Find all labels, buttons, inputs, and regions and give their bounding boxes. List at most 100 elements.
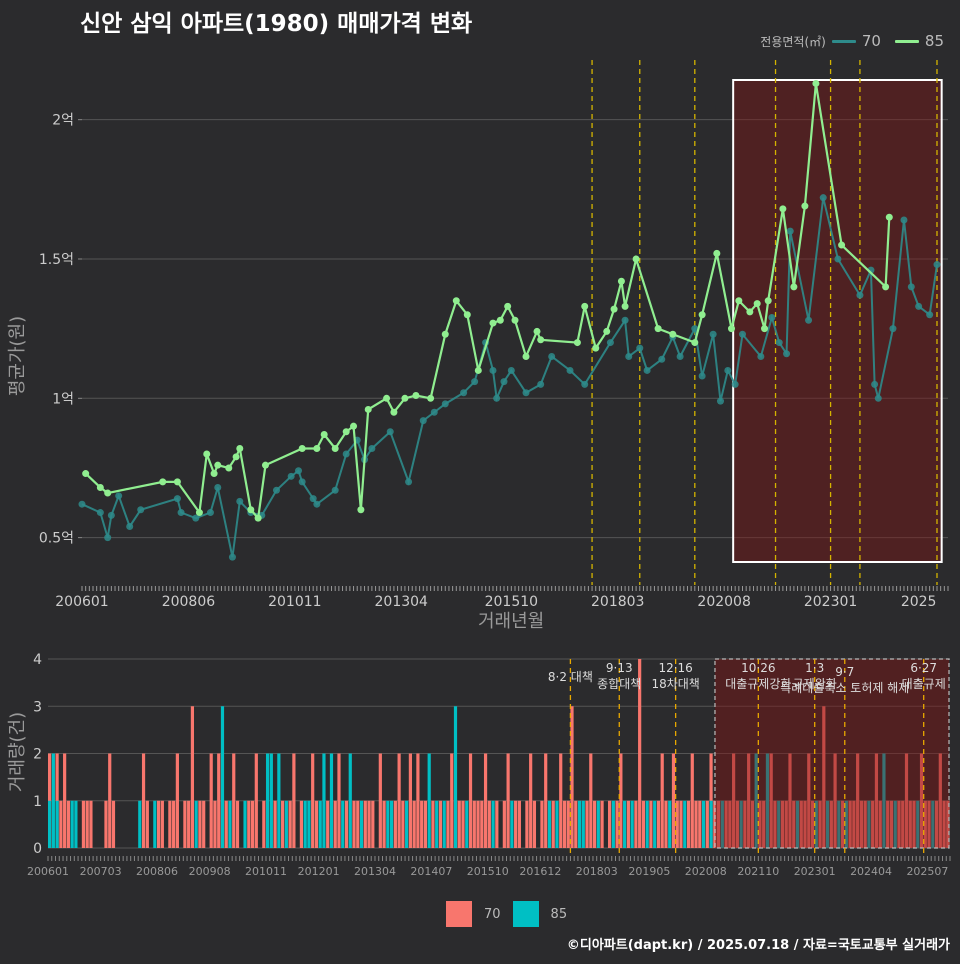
volume-x-tick-label-3: 200908 xyxy=(189,865,231,878)
volume-bar-85-179 xyxy=(720,800,724,848)
legend-box-70 xyxy=(446,901,472,927)
volume-policy-label-3-1: 대출규제강화 xyxy=(725,677,791,691)
volume-bar-70-25 xyxy=(141,753,146,848)
volume-bar-85-73 xyxy=(322,753,326,848)
legend-top: 전용면적(㎡) 70 85 xyxy=(760,32,952,50)
volume-bar-70-180 xyxy=(724,800,728,848)
volume-bar-85-72 xyxy=(318,800,322,848)
volume-bar-85-210 xyxy=(837,800,841,848)
volume-bar-70-113 xyxy=(472,800,476,848)
volume-bar-70-43 xyxy=(209,753,213,848)
volume-bar-85-135 xyxy=(555,800,559,848)
price-point-70-47 xyxy=(636,344,644,352)
volume-bar-70-26 xyxy=(145,800,149,848)
volume-bar-70-147 xyxy=(600,800,604,848)
volume-bar-70-9 xyxy=(81,800,86,848)
volume-bar-70-209 xyxy=(833,753,837,848)
price-y-tick-label-3: 2억 xyxy=(52,113,74,129)
volume-bar-85-161 xyxy=(653,800,657,848)
price-point-85-31 xyxy=(474,366,482,374)
volume-bar-70-149 xyxy=(607,800,612,848)
volume-policy-label-2-0: 12·16 xyxy=(658,661,692,675)
volume-bar-70-154 xyxy=(626,800,630,848)
volume-bar-85-83 xyxy=(359,800,364,848)
volume-bar-70-127 xyxy=(525,800,529,848)
volume-bar-70-53 xyxy=(247,800,251,848)
volume-bar-85-123 xyxy=(510,800,514,848)
price-point-70-67 xyxy=(856,291,864,299)
price-point-85-58 xyxy=(779,205,787,213)
volume-bar-70-57 xyxy=(262,800,266,848)
volume-bar-70-195 xyxy=(780,800,785,848)
price-point-70-19 xyxy=(298,478,306,486)
y-axis-title-volume: 거래량(건) xyxy=(7,711,28,793)
volume-bar-85-2 xyxy=(55,800,59,848)
price-point-85-45 xyxy=(621,302,629,310)
volume-bar-70-104 xyxy=(438,800,443,848)
volume-bar-70-65 xyxy=(292,753,296,848)
volume-bar-70-233 xyxy=(923,800,927,848)
price-point-85-5 xyxy=(195,509,203,517)
volume-bar-85-141 xyxy=(577,800,582,848)
volume-x-tick-label-7: 201407 xyxy=(410,865,452,878)
volume-bar-70-205 xyxy=(818,800,822,848)
volume-y-tick-label-4: 4 xyxy=(33,652,42,668)
price-point-85-38 xyxy=(537,336,545,344)
price-point-70-75 xyxy=(926,311,934,319)
volume-bar-70-185 xyxy=(743,800,747,848)
volume-bar-85-146 xyxy=(596,800,600,848)
price-point-70-5 xyxy=(126,522,134,530)
volume-bar-70-143 xyxy=(585,800,589,848)
volume-x-tick-label-8: 201510 xyxy=(467,865,509,878)
volume-bar-70-77 xyxy=(337,753,341,848)
volume-bar-70-238 xyxy=(942,800,946,848)
volume-bar-70-122 xyxy=(506,753,510,848)
price-point-85-64 xyxy=(885,213,893,221)
volume-bar-70-11 xyxy=(89,800,93,848)
volume-bar-70-81 xyxy=(352,800,356,848)
volume-bar-85-101 xyxy=(427,753,431,848)
volume-bar-85-111 xyxy=(465,800,469,848)
price-y-tick-label-0: 0.5억 xyxy=(39,531,74,547)
volume-bar-85-48 xyxy=(228,800,232,848)
volume-bar-70-213 xyxy=(848,800,852,848)
price-point-70-32 xyxy=(460,389,468,397)
volume-policy-label-4-0: 1·3 xyxy=(805,661,824,675)
volume-bar-70-55 xyxy=(254,753,258,848)
volume-bar-85-150 xyxy=(611,800,615,848)
volume-bar-70-144 xyxy=(589,753,593,848)
volume-bar-70-224 xyxy=(889,800,894,848)
price-point-85-22 xyxy=(364,405,372,413)
volume-bar-70-203 xyxy=(810,800,815,848)
volume-bar-70-183 xyxy=(735,800,739,848)
volume-bar-70-93 xyxy=(397,753,401,848)
price-point-70-9 xyxy=(192,514,200,522)
volume-bar-85-204 xyxy=(814,800,818,848)
volume-bar-85-218 xyxy=(867,800,871,848)
volume-policy-label-3-0: 10·26 xyxy=(741,661,775,675)
price-point-70-46 xyxy=(625,353,633,361)
volume-bar-85-184 xyxy=(739,800,743,848)
volume-bar-85-212 xyxy=(844,800,848,848)
price-y-tick-label-2: 1.5억 xyxy=(39,252,74,268)
volume-bar-70-208 xyxy=(829,800,833,848)
volume-bar-70-74 xyxy=(326,800,330,848)
price-point-70-58 xyxy=(739,330,747,338)
price-x-tick-label-7: 202301 xyxy=(804,594,857,610)
price-point-85-37 xyxy=(533,327,541,335)
price-point-85-44 xyxy=(617,277,625,285)
price-point-70-63 xyxy=(786,227,794,235)
volume-bar-85-59 xyxy=(269,753,273,848)
volume-bar-85-222 xyxy=(882,753,886,848)
price-point-70-76 xyxy=(933,261,941,269)
volume-bar-85-24 xyxy=(138,800,142,848)
legend-swatch-70 xyxy=(831,39,856,43)
volume-bar-85-188 xyxy=(754,753,758,848)
volume-x-tick-label-14: 202301 xyxy=(794,865,836,878)
volume-bar-85-207 xyxy=(825,800,830,848)
price-point-85-12 xyxy=(247,506,255,514)
price-point-70-4 xyxy=(115,492,123,500)
price-point-70-21 xyxy=(313,500,321,508)
price-point-85-29 xyxy=(452,297,460,305)
volume-bar-70-38 xyxy=(190,706,195,848)
